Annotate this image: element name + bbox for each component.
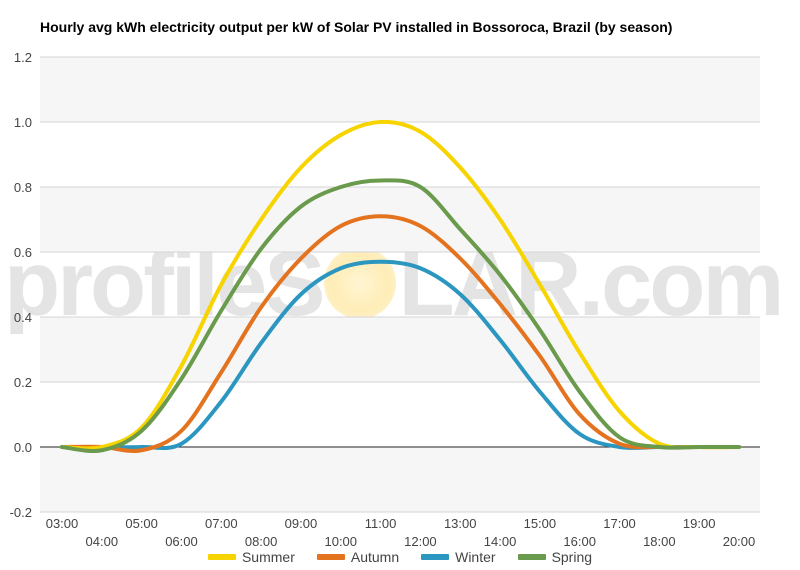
- series-line-autumn: [60, 214, 741, 453]
- watermark-sun-icon: [324, 247, 397, 319]
- legend-swatch: [421, 554, 450, 560]
- chart-title: Hourly avg kWh electricity output per kW…: [40, 19, 673, 35]
- x-tick-label: 19:00: [683, 516, 716, 531]
- y-tick-label: 0.8: [14, 180, 32, 195]
- x-tick-label: 15:00: [524, 516, 557, 531]
- legend-label: Autumn: [350, 549, 400, 565]
- legend-label: Winter: [455, 549, 496, 565]
- legend-item-autumn[interactable]: Autumn: [316, 549, 400, 565]
- x-tick-label: 05:00: [125, 516, 158, 531]
- y-tick-label: 1.0: [14, 115, 32, 130]
- x-tick-label: 08:00: [245, 534, 278, 549]
- x-tick-label: 13:00: [444, 516, 477, 531]
- y-tick-label: 1.2: [14, 50, 32, 65]
- x-tick-label: 10:00: [324, 534, 357, 549]
- legend-item-spring[interactable]: Spring: [517, 549, 593, 565]
- legend-item-summer[interactable]: Summer: [207, 549, 295, 565]
- x-tick-label: 17:00: [603, 516, 636, 531]
- x-tick-label: 20:00: [723, 534, 756, 549]
- y-tick-label: 0.4: [14, 310, 32, 325]
- x-tick-label: 11:00: [365, 516, 397, 531]
- legend-swatch: [517, 554, 546, 560]
- x-tick-label: 14:00: [484, 534, 517, 549]
- series-line-winter: [60, 259, 741, 451]
- x-tick-label: 03:00: [46, 516, 79, 531]
- legend-label: Spring: [551, 549, 593, 565]
- x-tick-label: 12:00: [404, 534, 437, 549]
- y-tick-label: 0.6: [14, 245, 32, 260]
- y-tick-label: 0.2: [14, 375, 32, 390]
- x-tick-label: 09:00: [285, 516, 318, 531]
- legend-swatch: [316, 554, 345, 560]
- x-tick-label: 18:00: [643, 534, 676, 549]
- grid-band: [40, 317, 760, 382]
- x-tick-label: 16:00: [563, 534, 596, 549]
- chart-legend: Summer Autumn Winter Spring: [0, 549, 800, 565]
- series-line-spring: [60, 178, 741, 453]
- grid-band: [40, 447, 760, 512]
- legend-item-winter[interactable]: Winter: [421, 549, 496, 565]
- x-tick-label: 04:00: [86, 534, 119, 549]
- series-line-summer: [60, 119, 741, 451]
- legend-label: Summer: [241, 549, 295, 565]
- legend-swatch: [207, 554, 236, 560]
- grid-band: [40, 57, 760, 122]
- y-tick-label: 0.0: [14, 440, 32, 455]
- y-tick-label: -0.2: [10, 505, 32, 520]
- x-tick-label: 06:00: [165, 534, 198, 549]
- x-tick-label: 07:00: [205, 516, 238, 531]
